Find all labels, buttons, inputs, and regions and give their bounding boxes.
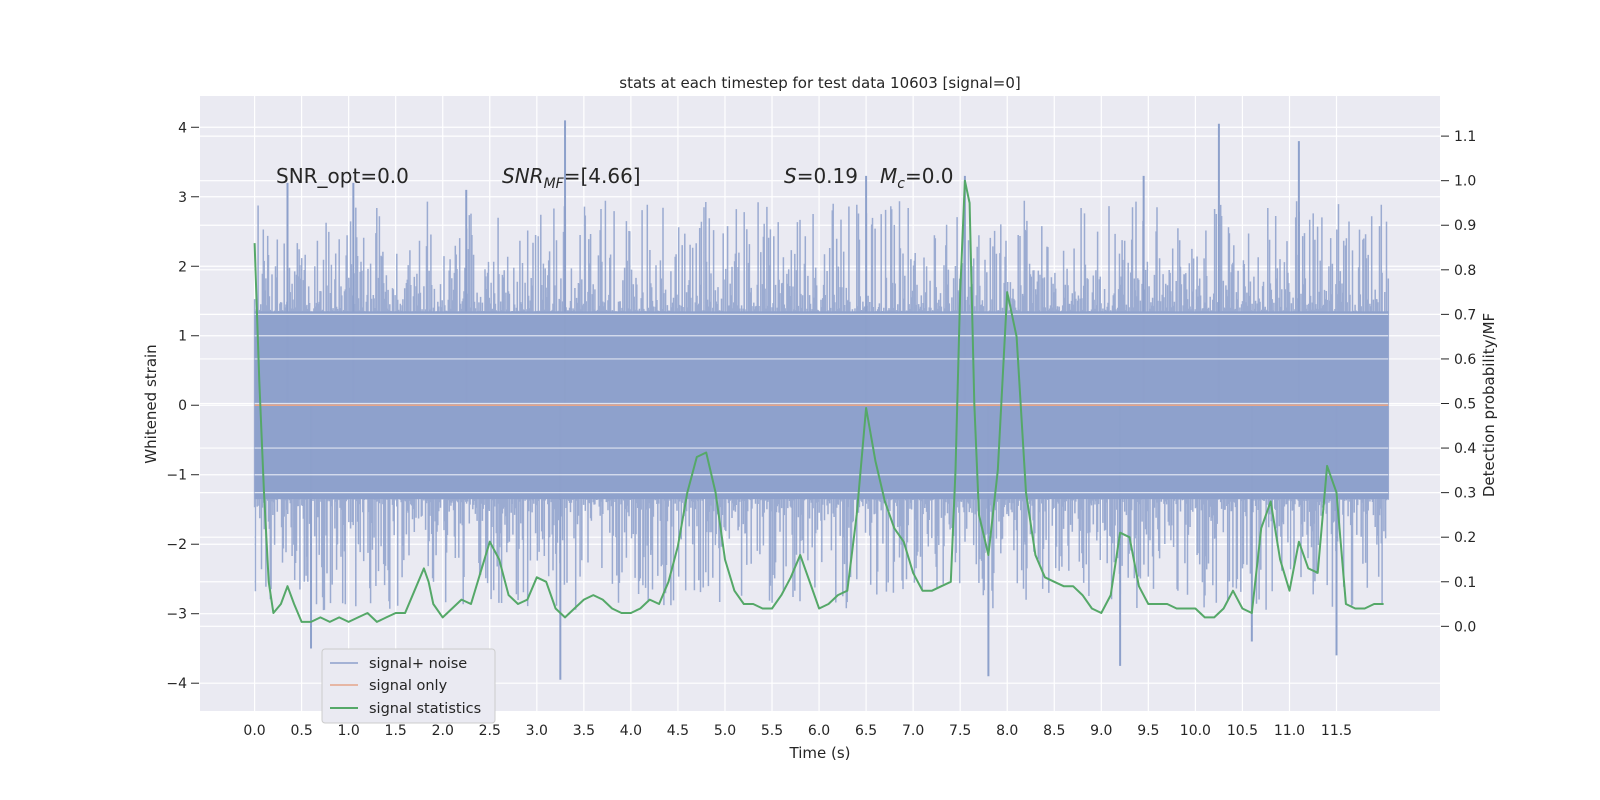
y2-axis-label: Detection probability/MF bbox=[1480, 313, 1498, 497]
annotation-snr-mf: SNRMF=[4.66] bbox=[502, 164, 641, 192]
ticks: 0.0 0.5 1.0 1.5 2.0 2.5 3.0 3.5 4.0 4.5 5.0 5.5 6.0 6… bbox=[166, 120, 1476, 739]
legend-label-signal-noise: signal+ noise bbox=[369, 656, 467, 672]
x-tick-label: 7.5 bbox=[949, 723, 971, 739]
x-tick-label: 11.0 bbox=[1274, 723, 1305, 739]
y2-tick-label: 0.8 bbox=[1454, 263, 1476, 279]
annotation-s-value: =0.19 bbox=[797, 164, 858, 188]
x-tick-label: 9.0 bbox=[1090, 723, 1112, 739]
y2-tick-label: 0.3 bbox=[1454, 486, 1476, 502]
y2-tick-label: 0.1 bbox=[1454, 575, 1476, 591]
y2-tick-label: 0.0 bbox=[1454, 619, 1476, 635]
x-axis-label: Time (s) bbox=[789, 744, 851, 762]
x-tick-label: 8.0 bbox=[996, 723, 1018, 739]
x-tick-label: 2.0 bbox=[432, 723, 454, 739]
y2-tick-label: 0.5 bbox=[1454, 397, 1476, 413]
annotation-snr-mf-subscript: MF bbox=[544, 176, 565, 192]
x-tick-label: 8.5 bbox=[1043, 723, 1065, 739]
x-tick-label: 7.0 bbox=[902, 723, 924, 739]
x-tick-label: 0.0 bbox=[243, 723, 265, 739]
y2-tick-label: 0.4 bbox=[1454, 441, 1476, 457]
legend: signal+ noise signal only signal statist… bbox=[321, 648, 496, 724]
y-tick-label: −1 bbox=[166, 468, 187, 484]
y2-tick-label: 1.0 bbox=[1454, 174, 1476, 190]
y2-tick-label: 0.2 bbox=[1454, 530, 1476, 546]
signal-statistics-line bbox=[253, 179, 1384, 623]
y-tick-label: 3 bbox=[178, 190, 187, 206]
x-tick-label: 1.5 bbox=[385, 723, 407, 739]
x-tick-label: 5.0 bbox=[714, 723, 736, 739]
legend-box bbox=[321, 648, 496, 724]
x-tick-label: 2.5 bbox=[479, 723, 501, 739]
annotation-s: S=0.19 bbox=[784, 164, 858, 188]
x-tick-label: 0.5 bbox=[290, 723, 312, 739]
x-tick-label: 3.0 bbox=[526, 723, 548, 739]
y2-tick-label: 0.9 bbox=[1454, 218, 1476, 234]
x-tick-label: 6.5 bbox=[855, 723, 877, 739]
annotation-snr-opt: SNR_opt=0.0 bbox=[276, 164, 409, 188]
annotations: SNR_opt=0.0 SNRMF=[4.66] S=0.19 Mc=0.0 bbox=[276, 164, 954, 192]
y-tick-label: −3 bbox=[166, 607, 187, 623]
x-tick-label: 10.5 bbox=[1227, 723, 1258, 739]
x-tick-label: 9.5 bbox=[1137, 723, 1159, 739]
x-tick-label: 6.0 bbox=[808, 723, 830, 739]
y-tick-label: −2 bbox=[166, 537, 187, 553]
y2-tick-label: 0.7 bbox=[1454, 307, 1476, 323]
y-tick-label: 2 bbox=[178, 259, 187, 275]
x-tick-label: 4.5 bbox=[667, 723, 689, 739]
annotation-mc-symbol: M bbox=[880, 164, 897, 188]
line-series bbox=[253, 179, 1389, 623]
x-tick-label: 5.5 bbox=[761, 723, 783, 739]
annotation-s-symbol: S bbox=[784, 164, 797, 188]
annotation-mc-value: =0.0 bbox=[905, 164, 954, 188]
legend-label-signal-only: signal only bbox=[369, 678, 448, 694]
annotation-mc: Mc=0.0 bbox=[880, 164, 954, 192]
y-tick-label: 1 bbox=[178, 329, 187, 345]
y-tick-label: 0 bbox=[178, 398, 187, 414]
x-tick-label: 3.5 bbox=[573, 723, 595, 739]
y2-tick-label: 0.6 bbox=[1454, 352, 1476, 368]
x-tick-label: 4.0 bbox=[620, 723, 642, 739]
y-tick-label: 4 bbox=[178, 120, 187, 136]
annotation-snr-mf-value: =[4.66] bbox=[564, 164, 641, 188]
x-tick-label: 1.0 bbox=[338, 723, 360, 739]
chart-title: stats at each timestep for test data 106… bbox=[619, 74, 1020, 92]
legend-label-signal-statistics: signal statistics bbox=[369, 701, 481, 717]
annotation-mc-subscript: c bbox=[897, 176, 905, 192]
annotation-snr-mf-symbol: SNR bbox=[502, 164, 544, 188]
x-tick-label: 11.5 bbox=[1321, 723, 1352, 739]
y2-tick-label: 1.1 bbox=[1454, 129, 1476, 145]
y-tick-label: −4 bbox=[166, 676, 187, 692]
y-axis-label: Whitened strain bbox=[142, 344, 160, 463]
x-tick-label: 10.0 bbox=[1180, 723, 1211, 739]
